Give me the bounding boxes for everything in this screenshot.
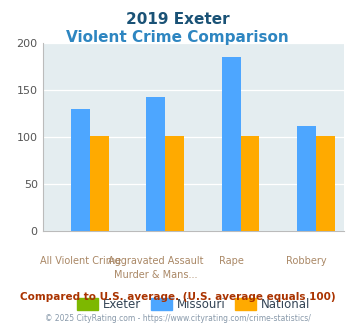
Bar [71, 109, 90, 231]
Bar [316, 136, 335, 231]
Text: All Violent Crime: All Violent Crime [40, 256, 121, 266]
Bar [241, 136, 260, 231]
Text: Robbery: Robbery [286, 256, 327, 266]
Bar [165, 136, 184, 231]
Text: Compared to U.S. average. (U.S. average equals 100): Compared to U.S. average. (U.S. average … [20, 292, 335, 302]
Bar [90, 136, 109, 231]
Text: 2019 Exeter: 2019 Exeter [126, 12, 229, 26]
Text: Murder & Mans...: Murder & Mans... [114, 270, 197, 280]
Text: Violent Crime Comparison: Violent Crime Comparison [66, 30, 289, 45]
Bar [222, 57, 241, 231]
Legend: Exeter, Missouri, National: Exeter, Missouri, National [72, 293, 315, 316]
Text: © 2025 CityRating.com - https://www.cityrating.com/crime-statistics/: © 2025 CityRating.com - https://www.city… [45, 314, 310, 323]
Text: Aggravated Assault: Aggravated Assault [108, 256, 203, 266]
Bar [297, 126, 316, 231]
Text: Rape: Rape [219, 256, 244, 266]
Bar [146, 96, 165, 231]
